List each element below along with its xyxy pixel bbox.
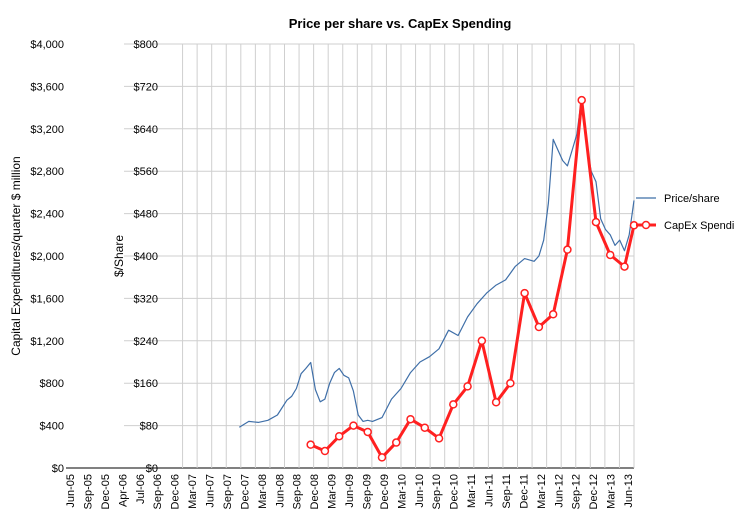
x-tick-label: Sep-07 [222, 474, 234, 509]
x-tick-label: Sep-08 [292, 474, 304, 509]
left-tick-label: $400 [40, 421, 64, 433]
capex-point [320, 446, 330, 456]
capex-point [534, 322, 544, 332]
x-tick-label: Apr-06 [117, 474, 129, 507]
x-tick-label: Sep-05 [82, 474, 94, 509]
capex-point [449, 400, 458, 409]
right-tick-label: $160 [134, 378, 158, 390]
capex-point [577, 95, 586, 105]
right-tick-label: $240 [134, 336, 158, 348]
x-tick-label: Dec-06 [170, 474, 182, 509]
capex-line [310, 98, 636, 459]
right-tick-label: $800 [134, 39, 158, 51]
right-axis-label: $/Share [112, 235, 126, 277]
capex-point [391, 438, 401, 447]
capex-point [605, 250, 615, 260]
left-tick-label: $800 [40, 378, 64, 390]
x-tick-label: Jun-09 [344, 474, 356, 508]
capex-point [506, 378, 515, 388]
right-tick-label: $320 [134, 293, 158, 305]
left-tick-label: $4,000 [30, 39, 64, 51]
capex-point [620, 262, 629, 271]
right-tick-label: $640 [134, 124, 158, 136]
right-axis-ticks: $0 $80 $160 $240 $320 $400 $480 $560 $640 $720 $80… [134, 39, 158, 475]
x-tick-label: Dec-09 [379, 474, 391, 509]
capex-point [548, 310, 558, 319]
grid [66, 43, 635, 469]
x-tick-label: Jun-12 [553, 474, 565, 508]
right-tick-label: $80 [140, 421, 158, 433]
left-tick-label: $2,000 [30, 251, 64, 263]
x-tick-label: Sep-12 [571, 474, 583, 509]
left-axis-ticks: $0 $400 $800 $1,200 $1,600 $2,000 $2,400 $2,800… [30, 39, 64, 475]
x-axis-ticks: Jun-05 Sep-05 Dec-05 Apr-06 Jul-06 Sep-06 Dec-… [65, 474, 635, 509]
x-tick-label: Jun-13 [623, 474, 635, 508]
x-tick-label: Dec-10 [449, 474, 461, 509]
left-tick-label: $1,600 [30, 293, 64, 305]
right-tick-label: $560 [134, 166, 158, 178]
left-tick-label: $2,800 [30, 166, 64, 178]
x-tick-label: Jun-10 [414, 474, 426, 508]
x-tick-label: Jun-07 [205, 474, 217, 508]
x-tick-label: Dec-08 [309, 474, 321, 509]
left-tick-label: $3,600 [30, 81, 64, 93]
capex-point [306, 440, 315, 449]
right-tick-label: $400 [134, 251, 158, 263]
legend-label-capex: CapEx Spending [664, 220, 734, 232]
x-tick-label: Mar-08 [257, 474, 269, 509]
capex-point [463, 382, 472, 391]
right-tick-label: $480 [134, 209, 158, 221]
capex-point [520, 288, 529, 298]
x-tick-label: Mar-09 [327, 474, 339, 509]
capex-point [591, 217, 601, 227]
x-tick-label: Jul-06 [135, 474, 147, 504]
legend-label-price: Price/share [664, 193, 720, 205]
x-tick-label: Jun-05 [65, 474, 77, 508]
x-tick-label: Mar-13 [606, 474, 618, 509]
x-tick-label: Mar-07 [187, 474, 199, 509]
price-line [238, 96, 635, 428]
x-tick-label: Sep-11 [501, 474, 513, 509]
capex-point [363, 427, 372, 437]
x-tick-label: Jun-11 [484, 474, 496, 507]
legend: Price/share CapEx Spending [636, 193, 734, 232]
x-tick-label: Sep-09 [361, 474, 373, 509]
chart-title: Price per share vs. CapEx Spending [289, 16, 512, 31]
capex-point [377, 453, 387, 462]
x-tick-label: Dec-12 [588, 474, 600, 509]
series-layer [238, 95, 639, 462]
legend-marker-capex [641, 220, 651, 230]
left-axis-label: Capital Expenditures/quarter $ million [9, 156, 23, 355]
capex-point [491, 398, 501, 407]
x-tick-label: Dec-11 [518, 474, 530, 509]
right-tick-label: $0 [146, 463, 158, 475]
left-tick-label: $0 [52, 463, 64, 475]
capex-point [349, 421, 358, 430]
x-tick-label: Mar-12 [536, 474, 548, 509]
x-tick-label: Jun-08 [274, 474, 286, 508]
capex-point [563, 245, 572, 254]
left-tick-label: $2,400 [30, 209, 64, 221]
x-tick-label: Mar-10 [396, 474, 408, 509]
x-tick-label: Sep-10 [431, 474, 443, 509]
capex-point [334, 431, 344, 441]
x-tick-label: Mar-11 [466, 474, 478, 508]
capex-point [406, 414, 415, 424]
left-tick-label: $1,200 [30, 336, 64, 348]
x-tick-label: Dec-07 [239, 474, 251, 509]
right-tick-label: $720 [134, 81, 158, 93]
x-tick-label: Sep-06 [152, 474, 164, 509]
capex-point [434, 434, 444, 443]
capex-point [477, 336, 487, 346]
left-tick-label: $3,200 [30, 124, 64, 136]
capex-point [420, 423, 430, 432]
x-tick-label: Dec-05 [100, 474, 112, 509]
